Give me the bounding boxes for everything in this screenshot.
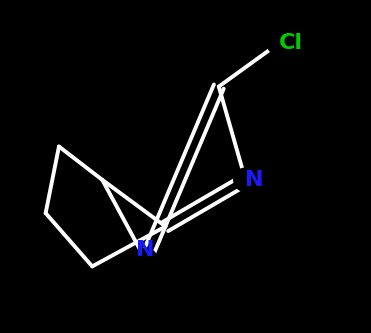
Text: N: N — [136, 240, 155, 260]
Circle shape — [134, 248, 157, 271]
Circle shape — [234, 168, 257, 191]
Circle shape — [267, 32, 290, 55]
Text: N: N — [246, 170, 264, 190]
Text: Cl: Cl — [279, 33, 303, 53]
